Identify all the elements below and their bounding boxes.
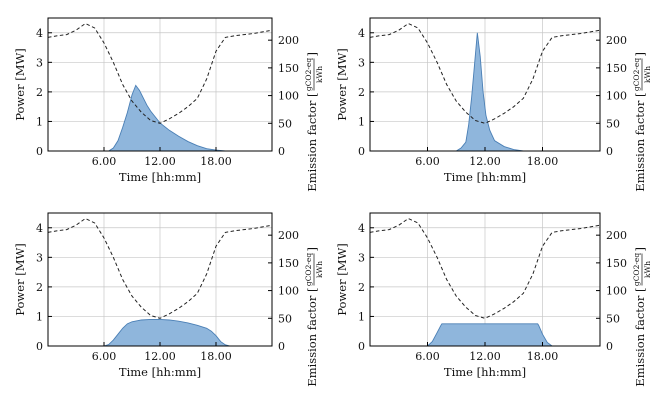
y2-axis-title: Emission factor [ gCO2-eq kWh] xyxy=(632,52,652,192)
y2-unit-numerator: gCO2-eq xyxy=(632,58,641,91)
y2-tick-label-100: 100 xyxy=(278,285,299,298)
x-tick-label-12.00: 12.00 xyxy=(144,350,176,363)
chart-panel-3: 6.00 12.00 18.00 0 1 2 3 4 0 50 100 150 200 Time [hh:… xyxy=(13,212,324,387)
y2-tick-label-100: 100 xyxy=(606,90,627,103)
y-tick-label-4: 4 xyxy=(36,27,43,40)
chart-panel-1: 6.00 12.00 18.00 0 1 2 3 4 0 50 100 150 200 Time [hh:… xyxy=(13,17,324,192)
y2-tick-label-50: 50 xyxy=(606,312,620,325)
y-tick-label-0: 0 xyxy=(358,340,365,353)
x-tick-label-18.00: 18.00 xyxy=(527,350,559,363)
power-area xyxy=(454,32,524,152)
x-tick-label-18.00: 18.00 xyxy=(527,155,559,168)
y2-tick-label-150: 150 xyxy=(278,62,299,75)
x-tick-label-12.00: 12.00 xyxy=(469,350,501,363)
x-tick-label-6.00: 6.00 xyxy=(415,350,440,363)
y2-unit-numerator: gCO2-eq xyxy=(304,253,313,286)
y2-unit-denominator: kWh xyxy=(643,66,652,83)
power-area xyxy=(108,84,226,152)
y2-tick-label-0: 0 xyxy=(606,340,613,353)
emission-factor-line xyxy=(369,22,601,124)
y2-axis-title-text: Emission factor [ xyxy=(633,288,647,387)
y-tick-label-1: 1 xyxy=(36,310,43,323)
y2-tick-label-0: 0 xyxy=(278,340,285,353)
y-tick-label-0: 0 xyxy=(358,145,365,158)
x-tick-label-18.00: 18.00 xyxy=(200,155,232,168)
y2-tick-label-100: 100 xyxy=(278,90,299,103)
y-tick-label-0: 0 xyxy=(36,145,43,158)
y-tick-label-1: 1 xyxy=(36,115,43,128)
y2-tick-label-200: 200 xyxy=(606,229,627,242)
y2-tick-label-50: 50 xyxy=(278,117,292,130)
y2-tick-label-200: 200 xyxy=(278,229,299,242)
power-area xyxy=(426,323,553,347)
y2-axis-title-bracket: ] xyxy=(633,52,647,57)
y2-axis-title-text: Emission factor [ xyxy=(305,93,319,192)
chart-panel-2: 6.00 12.00 18.00 0 1 2 3 4 0 50 100 150 200 Time [hh:… xyxy=(335,17,652,192)
y-tick-label-3: 3 xyxy=(358,251,365,264)
power-area xyxy=(103,318,231,347)
y2-unit-denominator: kWh xyxy=(315,66,324,83)
y-axis-title: Power [MW] xyxy=(13,243,27,316)
y-axis-title: Power [MW] xyxy=(13,48,27,121)
y2-tick-label-150: 150 xyxy=(278,257,299,270)
y2-axis-title-bracket: ] xyxy=(305,247,319,252)
y-axis-title: Power [MW] xyxy=(335,243,349,316)
y2-tick-label-50: 50 xyxy=(606,117,620,130)
y-tick-label-4: 4 xyxy=(36,222,43,235)
y-tick-label-2: 2 xyxy=(358,281,365,294)
y2-unit-denominator: kWh xyxy=(315,261,324,278)
emission-factor-line xyxy=(369,217,601,319)
y-tick-label-1: 1 xyxy=(358,310,365,323)
y-axis-title: Power [MW] xyxy=(335,48,349,121)
chart-panel-4: 6.00 12.00 18.00 0 1 2 3 4 0 50 100 150 200 Time [hh:… xyxy=(335,212,652,387)
x-tick-label-18.00: 18.00 xyxy=(200,350,232,363)
y2-unit-numerator: gCO2-eq xyxy=(304,58,313,91)
y-tick-label-3: 3 xyxy=(36,251,43,264)
y2-tick-label-100: 100 xyxy=(606,285,627,298)
x-tick-label-12.00: 12.00 xyxy=(469,155,501,168)
y-tick-label-3: 3 xyxy=(358,56,365,69)
x-axis-title: Time [hh:mm] xyxy=(444,170,526,184)
y2-tick-label-150: 150 xyxy=(606,257,627,270)
y2-tick-label-200: 200 xyxy=(278,34,299,47)
x-tick-label-12.00: 12.00 xyxy=(144,155,176,168)
y2-axis-title: Emission factor [ gCO2-eq kWh] xyxy=(304,52,324,192)
x-tick-label-6.00: 6.00 xyxy=(415,155,440,168)
y2-unit-numerator: gCO2-eq xyxy=(632,253,641,286)
y2-tick-label-150: 150 xyxy=(606,62,627,75)
y2-axis-title-bracket: ] xyxy=(305,52,319,57)
y-tick-label-1: 1 xyxy=(358,115,365,128)
y2-tick-label-50: 50 xyxy=(278,312,292,325)
emission-factor-line xyxy=(47,22,273,124)
y-tick-label-0: 0 xyxy=(36,340,43,353)
y2-axis-title-text: Emission factor [ xyxy=(633,93,647,192)
x-tick-label-6.00: 6.00 xyxy=(92,155,117,168)
y2-tick-label-0: 0 xyxy=(278,145,285,158)
y2-axis-title: Emission factor [ gCO2-eq kWh] xyxy=(632,247,652,387)
y-tick-label-4: 4 xyxy=(358,222,365,235)
y2-unit-denominator: kWh xyxy=(643,261,652,278)
x-axis-title: Time [hh:mm] xyxy=(119,170,201,184)
y-tick-label-3: 3 xyxy=(36,56,43,69)
x-tick-label-6.00: 6.00 xyxy=(92,350,117,363)
x-axis-title: Time [hh:mm] xyxy=(444,365,526,379)
y-tick-label-2: 2 xyxy=(358,86,365,99)
y-tick-label-2: 2 xyxy=(36,281,43,294)
y2-axis-title: Emission factor [ gCO2-eq kWh] xyxy=(304,247,324,387)
x-axis-title: Time [hh:mm] xyxy=(119,365,201,379)
y2-tick-label-0: 0 xyxy=(606,145,613,158)
y-tick-label-4: 4 xyxy=(358,27,365,40)
y2-axis-title-bracket: ] xyxy=(633,247,647,252)
y2-axis-title-text: Emission factor [ xyxy=(305,288,319,387)
y2-tick-label-200: 200 xyxy=(606,34,627,47)
emission-factor-line xyxy=(47,217,273,319)
y-tick-label-2: 2 xyxy=(36,86,43,99)
